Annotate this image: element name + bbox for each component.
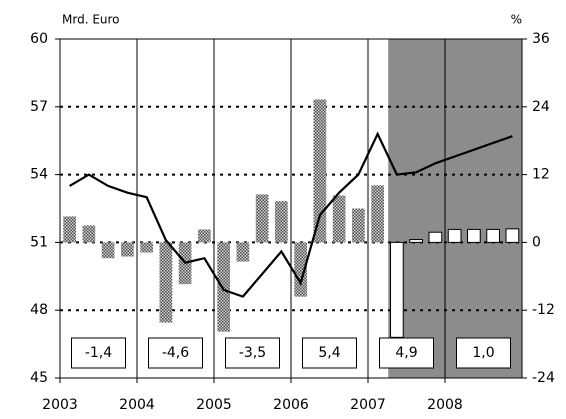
y2-tick-label: -12: [532, 302, 555, 318]
x-tick-label: 2006: [273, 397, 309, 413]
annotation-box: [456, 337, 511, 369]
y-tick-label: 51: [30, 234, 48, 250]
y-tick-label: 60: [30, 31, 48, 47]
annotation-box: [71, 337, 126, 369]
annotation: 1,0: [472, 345, 494, 361]
x-tick-label: 2008: [427, 397, 463, 413]
bar: [294, 242, 307, 297]
x-tick-label: 2007: [350, 397, 386, 413]
x-tick-label: 2005: [196, 397, 232, 413]
y2-tick-label: 36: [532, 31, 550, 47]
bar: [447, 228, 462, 243]
annotation: 4,9: [395, 345, 417, 361]
bar: [236, 242, 250, 262]
bar: [428, 231, 443, 243]
bar: [217, 242, 230, 332]
y2-tick-label: 0: [532, 234, 541, 250]
line: [69, 131, 513, 298]
annotation-box: [148, 337, 203, 369]
bar: [82, 225, 96, 243]
bar: [467, 228, 481, 243]
bar: [332, 195, 346, 243]
bar: [390, 241, 404, 338]
y2-tick-label: -24: [532, 370, 555, 386]
bar: [101, 242, 115, 259]
y2-tick-label: 24: [532, 99, 550, 115]
bar: [313, 99, 327, 243]
bar: [63, 216, 76, 243]
bar: [140, 242, 153, 253]
bar: [198, 229, 211, 243]
x-tick-label: 2003: [42, 397, 78, 413]
forecast-shade: [388, 39, 522, 378]
y2-axis-title: %: [511, 13, 522, 27]
annotation: -3,5: [239, 345, 266, 361]
y2-tick-label: 12: [532, 167, 550, 183]
bar: [159, 242, 173, 323]
annotation: -1,4: [85, 345, 112, 361]
annotation-box: [225, 337, 280, 369]
y-tick-label: 57: [30, 99, 48, 115]
bar: [486, 228, 500, 243]
annotation: -4,6: [162, 345, 189, 361]
x-tick-label: 2004: [119, 397, 155, 413]
bar: [255, 194, 269, 243]
annotation-box: [379, 337, 434, 369]
y-tick-label: 45: [30, 370, 48, 386]
bar: [121, 242, 134, 257]
annotation-box: [302, 337, 357, 369]
y-tick-label: 48: [30, 302, 48, 318]
bar: [352, 208, 365, 243]
bar: [505, 228, 520, 243]
y-axis-title: Mrd. Euro: [62, 13, 120, 27]
y-tick-label: 54: [30, 167, 48, 183]
bar: [371, 185, 384, 243]
bar: [275, 201, 288, 243]
annotation: 5,4: [318, 345, 340, 361]
bar: [409, 239, 423, 243]
